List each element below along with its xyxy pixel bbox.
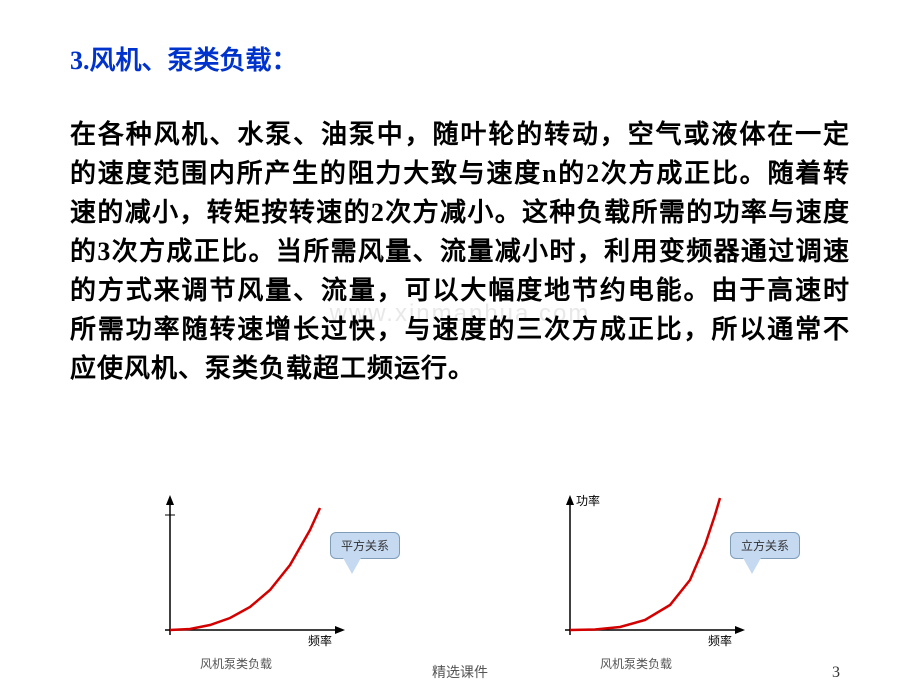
charts-row: 平方关系 频率 风机泵类负载 功率 立方关系 频率 风机泵类负载 bbox=[0, 490, 920, 670]
y-label-right: 功率 bbox=[576, 492, 600, 509]
callout-left-arrow bbox=[342, 556, 362, 574]
callout-right-arrow bbox=[742, 556, 762, 574]
y-axis-arrow-r bbox=[566, 495, 574, 505]
y-axis-arrow bbox=[166, 495, 174, 505]
curve-left bbox=[170, 508, 320, 630]
callout-right: 立方关系 bbox=[730, 532, 800, 559]
chart-right-svg bbox=[510, 490, 810, 670]
body-paragraph: 在各种风机、水泵、油泵中，随叶轮的转动，空气或液体在一定的速度范围内所产生的阻力… bbox=[70, 115, 850, 388]
section-heading: 3.风机、泵类负载： bbox=[70, 40, 850, 77]
x-label-right: 频率 bbox=[708, 632, 732, 649]
x-label-left: 频率 bbox=[308, 632, 332, 649]
callout-left: 平方关系 bbox=[330, 532, 400, 559]
page-number: 3 bbox=[832, 664, 840, 682]
chart-left: 平方关系 频率 风机泵类负载 bbox=[110, 490, 410, 670]
chart-left-svg bbox=[110, 490, 410, 670]
x-axis-arrow bbox=[335, 626, 345, 634]
curve-right bbox=[570, 498, 720, 630]
chart-right: 功率 立方关系 频率 风机泵类负载 bbox=[510, 490, 810, 670]
footer-text: 精选课件 bbox=[0, 662, 920, 682]
x-axis-arrow-r bbox=[735, 626, 745, 634]
